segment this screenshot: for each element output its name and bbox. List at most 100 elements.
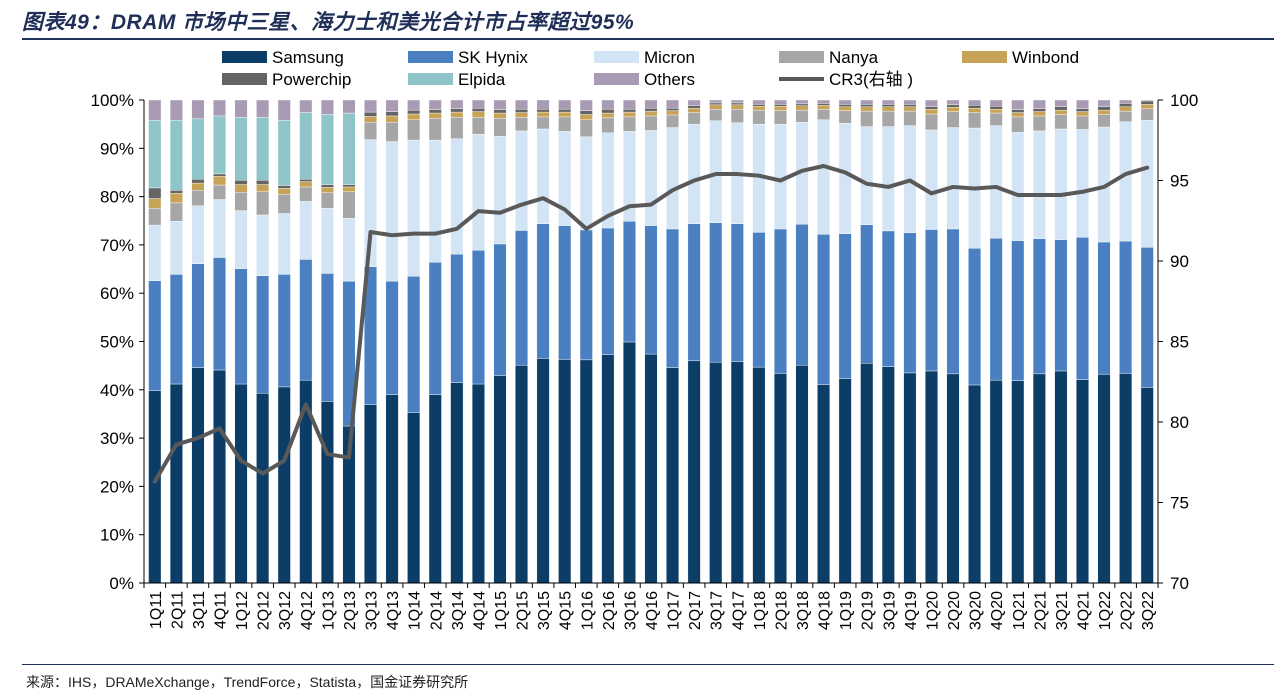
- bar-others-3q11: [191, 99, 205, 120]
- bar-nanya-4q19: [903, 110, 917, 126]
- bar-winbond-4q11: [213, 176, 226, 186]
- bar-others-1q18: [752, 99, 766, 105]
- bar-samsung-4q17: [730, 361, 744, 584]
- bar-powerchip-1q22: [1097, 106, 1111, 111]
- bar-powerchip-4q14: [471, 108, 485, 112]
- bar-powerchip-3q15: [536, 108, 550, 113]
- x-tick-label-1q13: 1Q13: [320, 591, 337, 630]
- legend-swatch-micron: [594, 51, 639, 63]
- bar-winbond-3q11: [191, 182, 205, 191]
- bar-powerchip-2q21: [1032, 108, 1046, 112]
- bar-samsung-4q11: [213, 369, 226, 584]
- bar-micron-3q19: [881, 126, 895, 232]
- x-tick-label-4q15: 4Q15: [558, 591, 575, 630]
- bar-nanya-3q22: [1140, 108, 1154, 121]
- bar-samsung-1q22: [1097, 374, 1111, 584]
- bar-others-4q21: [1076, 99, 1089, 109]
- bar-nanya-1q15: [493, 118, 507, 137]
- bar-nanya-1q11: [148, 207, 162, 226]
- legend-label-nanya: Nanya: [829, 48, 879, 67]
- bar-sk-hynix-1q18: [752, 232, 766, 368]
- bar-powerchip-2q17: [687, 105, 701, 109]
- bar-others-1q19: [838, 99, 852, 105]
- bar-powerchip-2q19: [860, 104, 874, 107]
- right-tick-label: 85: [1170, 333, 1189, 352]
- bar-sk-hynix-3q12: [277, 274, 291, 388]
- bar-micron-1q17: [666, 127, 680, 230]
- bar-nanya-4q12: [299, 186, 313, 202]
- bar-others-2q11: [169, 99, 183, 121]
- x-tick-label-2q18: 2Q18: [773, 591, 790, 630]
- bar-sk-hynix-3q21: [1054, 239, 1068, 372]
- bar-winbond-2q16: [601, 112, 615, 119]
- bar-others-2q15: [515, 99, 529, 110]
- legend-label-micron: Micron: [644, 48, 695, 67]
- bar-micron-2q15: [515, 130, 529, 231]
- bar-powerchip-2q14: [428, 109, 442, 114]
- bar-nanya-4q20: [989, 112, 1003, 126]
- bar-samsung-3q17: [709, 362, 723, 584]
- bar-others-4q14: [471, 99, 485, 109]
- bar-powerchip-1q12: [234, 179, 248, 185]
- bar-winbond-4q13: [385, 115, 399, 123]
- bar-micron-2q13: [342, 218, 356, 282]
- bar-powerchip-2q13: [342, 184, 356, 188]
- bar-winbond-1q18: [752, 106, 766, 111]
- bar-nanya-4q13: [385, 122, 399, 142]
- bar-sk-hynix-1q21: [1011, 240, 1025, 381]
- bar-samsung-2q15: [515, 364, 529, 584]
- bar-sk-hynix-3q20: [968, 248, 982, 386]
- bar-micron-4q18: [817, 119, 831, 235]
- legend: Samsung SK Hynix Micron Nanya Winbond Powerch…: [222, 48, 1079, 89]
- x-tick-label-2q15: 2Q15: [515, 591, 532, 630]
- right-tick-label: 80: [1170, 413, 1189, 432]
- bar-winbond-3q21: [1054, 109, 1068, 115]
- stacked-bars: [148, 99, 1154, 584]
- bar-winbond-3q16: [622, 111, 636, 118]
- bar-winbond-4q18: [817, 105, 831, 110]
- bar-sk-hynix-2q16: [601, 227, 615, 355]
- bar-nanya-4q11: [213, 184, 226, 200]
- cr3-line: [152, 164, 1150, 484]
- axes: 0% 10% 20% 30% 40% 50% 60% 70% 80% 90% 100% 70 75 80 8…: [91, 91, 1199, 630]
- bar-powerchip-4q17: [730, 102, 744, 106]
- x-tick-label-3q17: 3Q17: [709, 591, 726, 630]
- bar-winbond-1q22: [1097, 109, 1111, 115]
- x-tick-label-3q16: 3Q16: [622, 591, 639, 630]
- bar-nanya-1q17: [666, 114, 680, 128]
- left-tick-label: 60%: [100, 284, 134, 303]
- right-tick-label: 90: [1170, 252, 1189, 271]
- left-tick-label: 80%: [100, 188, 134, 207]
- bar-samsung-4q16: [644, 353, 658, 584]
- bar-samsung-3q12: [277, 386, 291, 584]
- bar-others-1q20: [925, 99, 938, 107]
- bar-nanya-3q13: [364, 122, 377, 140]
- bar-others-3q12: [277, 99, 291, 121]
- bar-micron-4q20: [989, 125, 1003, 239]
- x-tick-label-3q22: 3Q22: [1140, 591, 1157, 630]
- bar-micron-1q15: [493, 136, 507, 245]
- bar-winbond-3q17: [709, 104, 723, 110]
- bar-nanya-4q14: [471, 117, 485, 135]
- bar-nanya-2q12: [256, 191, 270, 216]
- bar-samsung-2q22: [1119, 373, 1133, 584]
- bar-sk-hynix-2q15: [515, 230, 529, 366]
- bar-micron-3q11: [191, 205, 205, 264]
- legend-swatch-elpida: [408, 73, 453, 85]
- bar-micron-1q11: [148, 224, 162, 281]
- bar-powerchip-1q13: [320, 184, 334, 188]
- legend-swatch-samsung: [222, 51, 267, 63]
- left-tick-label: 100%: [91, 91, 134, 110]
- bar-others-4q20: [989, 99, 1003, 107]
- bar-samsung-2q12: [256, 392, 270, 584]
- bar-samsung-3q11: [191, 367, 205, 584]
- bar-others-2q20: [946, 99, 960, 106]
- left-tick-label: 20%: [100, 477, 134, 496]
- bar-powerchip-2q15: [515, 108, 529, 113]
- bar-sk-hynix-3q22: [1140, 247, 1154, 388]
- bar-sk-hynix-4q12: [299, 259, 313, 381]
- legend-label-powerchip: Powerchip: [272, 70, 351, 89]
- x-tick-label-4q19: 4Q19: [903, 591, 920, 630]
- bar-samsung-1q16: [579, 359, 593, 584]
- right-tick-label: 100: [1170, 91, 1198, 110]
